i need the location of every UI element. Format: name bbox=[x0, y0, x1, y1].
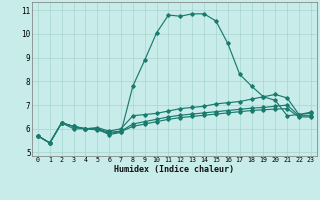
X-axis label: Humidex (Indice chaleur): Humidex (Indice chaleur) bbox=[115, 165, 234, 174]
